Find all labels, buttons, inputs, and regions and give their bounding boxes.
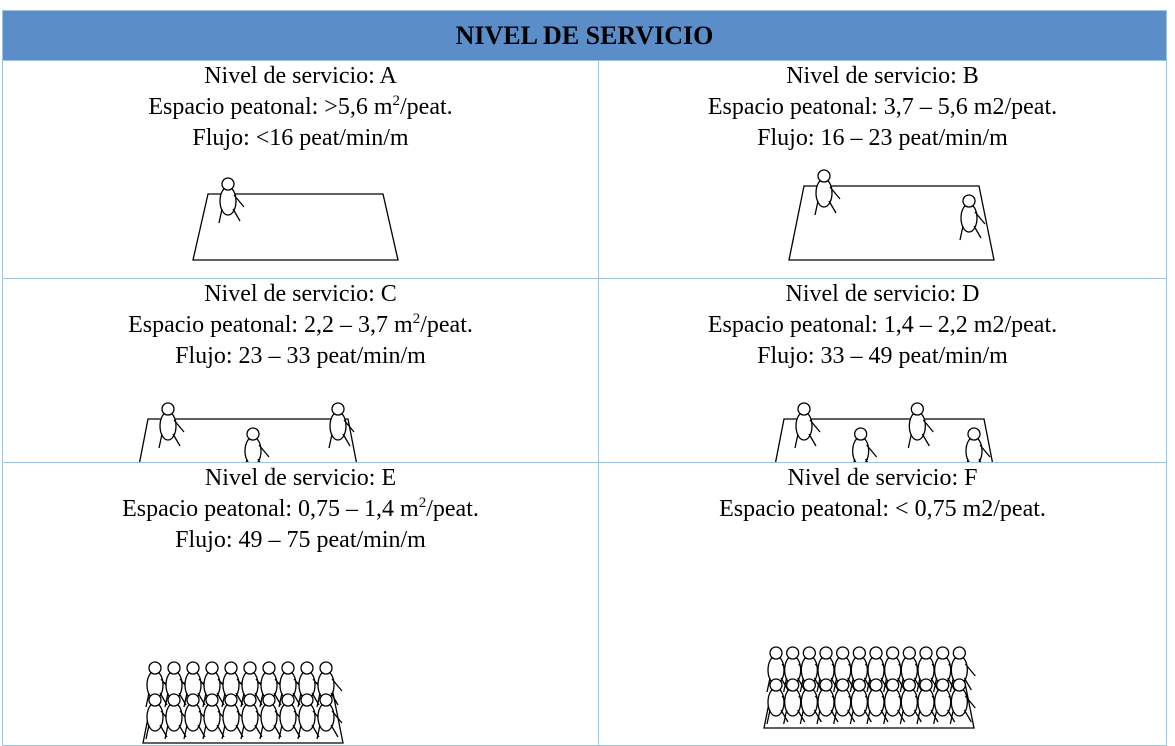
cell-line: Flujo: 49 – 75 peat/min/m	[3, 525, 598, 556]
text: Nivel de servicio: A	[204, 63, 397, 89]
cell-line: Nivel de servicio: C	[3, 279, 598, 310]
pedestrian-icon	[183, 693, 210, 740]
walkway-area	[138, 418, 358, 463]
text: Espacio peatonal: 1,4 – 2,2 m2/peat.	[707, 312, 1058, 338]
cell-line: Nivel de servicio: F	[599, 463, 1166, 494]
pedestrian-icon	[907, 402, 934, 449]
pedestrian-icon	[221, 661, 248, 708]
pedestrian-icon	[278, 661, 305, 708]
pedestrian-icon	[158, 402, 185, 449]
text: Flujo: <16 peat/min/m	[192, 125, 409, 151]
pedestrian-icon	[244, 427, 270, 463]
text: /peat.	[420, 312, 473, 338]
text: Flujo: 16 – 23 peat/min/m	[757, 125, 1008, 151]
pedestrian-icon	[783, 678, 810, 725]
text: Flujo: 49 – 75 peat/min/m	[175, 527, 426, 553]
text: Nivel de servicio: B	[786, 63, 979, 89]
pedestrian-icon	[899, 646, 926, 693]
illustration	[142, 661, 344, 744]
walkway-area	[192, 193, 399, 261]
illustration	[763, 646, 976, 729]
pedestrian-icon	[259, 693, 286, 740]
text: /peat.	[426, 496, 479, 522]
pedestrian-icon	[849, 678, 876, 725]
pedestrian-icon	[164, 661, 191, 708]
walkway-area	[788, 185, 995, 261]
pedestrian-icon	[965, 427, 991, 463]
table-header: NIVEL DE SERVICIO	[2, 10, 1167, 61]
table-cell: Nivel de servicio: C Espacio peatonal: 2,…	[2, 278, 599, 463]
pedestrian-icon	[218, 177, 245, 224]
table-cell: Nivel de servicio: A Espacio peatonal: >5…	[2, 60, 599, 279]
cell-line: Espacio peatonal: >5,6 m2/peat.	[3, 92, 598, 123]
text: Nivel de servicio: C	[204, 281, 397, 307]
pedestrian-icon	[259, 661, 286, 708]
table-cell: Nivel de servicio: B Espacio peatonal: 3,…	[598, 60, 1167, 279]
pedestrian-icon	[899, 678, 926, 725]
pedestrian-icon	[221, 693, 248, 740]
superscript: 2	[412, 311, 421, 327]
cell-line: Flujo: 33 – 49 peat/min/m	[599, 341, 1166, 372]
illustration	[192, 177, 399, 261]
illustration	[138, 402, 358, 463]
text: Espacio peatonal: 0,75 – 1,4 m	[122, 496, 419, 522]
cell-line: Espacio peatonal: 0,75 – 1,4 m2/peat.	[3, 494, 598, 525]
pedestrian-icon	[933, 646, 960, 693]
cell-line: Nivel de servicio: B	[599, 61, 1166, 92]
pedestrian-icon	[959, 194, 986, 241]
pedestrian-icon	[799, 678, 826, 725]
pedestrian-icon	[240, 693, 267, 740]
cell-line: Nivel de servicio: A	[3, 61, 598, 92]
text: Flujo: 33 – 49 peat/min/m	[757, 343, 1008, 369]
table-cell: Nivel de servicio: D Espacio peatonal: 1,…	[598, 278, 1167, 463]
pedestrian-icon	[278, 693, 305, 740]
cell-line: Espacio peatonal: 2,2 – 3,7 m2/peat.	[3, 310, 598, 341]
pedestrian-icon	[833, 678, 860, 725]
pedestrian-icon	[240, 661, 267, 708]
pedestrian-icon	[316, 693, 343, 740]
superscript: 2	[418, 495, 427, 511]
table-cell: Nivel de servicio: F Espacio peatonal: < …	[598, 462, 1167, 746]
text: /peat.	[400, 94, 453, 120]
text: Espacio peatonal: 2,2 – 3,7 m	[128, 312, 413, 338]
text: Flujo: 23 – 33 peat/min/m	[175, 343, 426, 369]
pedestrian-icon	[814, 169, 841, 216]
text: Espacio peatonal: >5,6 m	[148, 94, 393, 120]
pedestrian-icon	[883, 678, 910, 725]
pedestrian-icon	[866, 646, 893, 693]
cell-line: Flujo: 23 – 33 peat/min/m	[3, 341, 598, 372]
pedestrian-icon	[794, 402, 821, 449]
pedestrian-icon	[328, 402, 355, 449]
cell-line: Nivel de servicio: E	[3, 463, 598, 494]
text: Espacio peatonal: 3,7 – 5,6 m2/peat.	[707, 94, 1058, 120]
cell-line: Espacio peatonal: 1,4 – 2,2 m2/peat.	[599, 310, 1166, 341]
text: Espacio peatonal: < 0,75 m2/peat.	[719, 496, 1046, 522]
table-cell: Nivel de servicio: E Espacio peatonal: 0,…	[2, 462, 599, 746]
illustration	[774, 402, 994, 463]
cell-line: Flujo: <16 peat/min/m	[3, 123, 598, 154]
illustration	[788, 169, 995, 261]
pedestrian-icon	[164, 693, 191, 740]
cell-line: Nivel de servicio: D	[599, 279, 1166, 310]
text: Nivel de servicio: E	[204, 465, 397, 491]
pedestrian-icon	[766, 646, 793, 693]
superscript: 2	[392, 93, 401, 109]
text: Nivel de servicio: D	[785, 281, 980, 307]
pedestrian-icon	[799, 646, 826, 693]
pedestrian-icon	[852, 427, 878, 463]
cell-line: Espacio peatonal: 3,7 – 5,6 m2/peat.	[599, 92, 1166, 123]
text: Nivel de servicio: F	[787, 465, 978, 491]
pedestrian-icon	[949, 678, 976, 725]
cell-line: Flujo: 16 – 23 peat/min/m	[599, 123, 1166, 154]
pedestrian-icon	[949, 646, 976, 693]
cell-line: Espacio peatonal: < 0,75 m2/peat.	[599, 494, 1166, 525]
